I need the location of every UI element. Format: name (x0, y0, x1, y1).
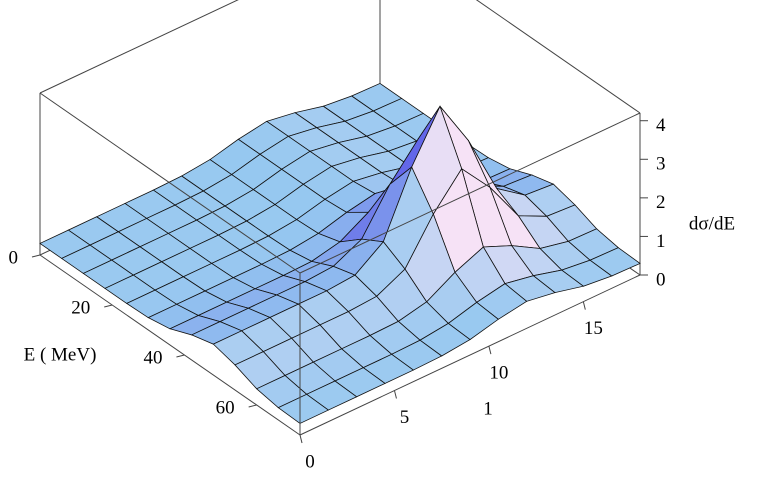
z-tick-label: 0 (656, 269, 666, 290)
z-tick-label: 3 (656, 154, 666, 175)
x-tick (104, 304, 113, 308)
y-tick (393, 390, 397, 399)
y-tick-label: 10 (489, 362, 508, 383)
z-tick-label: 2 (656, 192, 666, 213)
x-tick-label: 20 (71, 297, 90, 318)
surface-patch (277, 393, 330, 424)
x-tick-label: 40 (143, 347, 162, 368)
x-tick (31, 254, 41, 258)
box-edge (39, 92, 301, 274)
y-tick (488, 345, 492, 355)
y-tick-label: 5 (400, 407, 410, 428)
x-tick (176, 354, 185, 358)
z-axis-label: dσ/dE (689, 213, 735, 234)
box-edge (475, 0, 641, 114)
x-tick-label: 60 (216, 397, 235, 418)
box-front: 0 20 40 60 0 5 10 15 0 1 2 3 4 (9, 92, 666, 472)
z-tick-label: 4 (656, 115, 666, 136)
y-axis-label: 1 (483, 398, 493, 419)
y-tick (299, 434, 303, 444)
box-edge (299, 112, 641, 274)
x-tick-label: 0 (9, 247, 19, 268)
z-tick-label: 1 (656, 231, 666, 252)
x-tick (248, 404, 257, 408)
y-tick-label: 0 (305, 451, 315, 472)
x-axis-label: E ( MeV) (24, 344, 97, 365)
box-edge (39, 0, 239, 94)
surface (39, 82, 641, 424)
y-tick (582, 301, 586, 310)
y-tick-label: 15 (584, 318, 603, 339)
